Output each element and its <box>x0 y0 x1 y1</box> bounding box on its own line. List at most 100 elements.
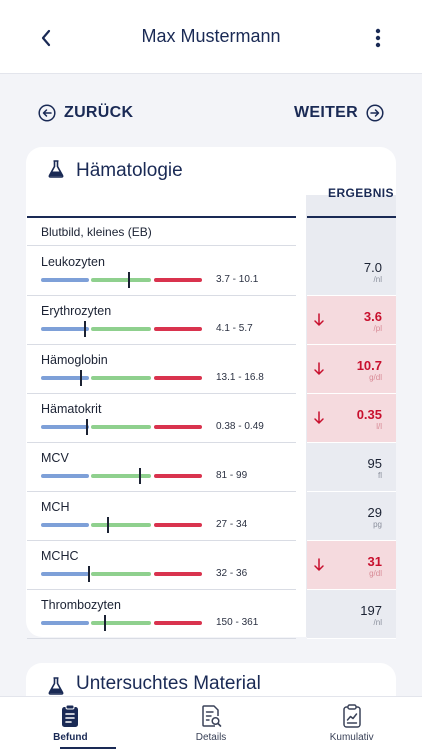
reference-range: 32 - 36 <box>216 568 248 579</box>
reference-range-bar <box>41 615 202 631</box>
range-low-segment <box>41 376 89 380</box>
result-row[interactable]: MCHC 32 - 36 31 g/dl <box>27 541 396 590</box>
range-normal-segment <box>91 621 151 625</box>
reference-range: 0.38 - 0.49 <box>216 421 264 432</box>
reference-range-bar <box>41 272 202 288</box>
previous-button[interactable]: ZURÜCK <box>38 104 133 122</box>
result-row[interactable]: Erythrozyten 4.1 - 5.7 3.6/pl <box>27 296 396 345</box>
parameter-name: MCHC <box>41 549 79 563</box>
value-marker <box>128 272 130 288</box>
range-low-segment <box>41 474 89 478</box>
range-normal-segment <box>91 425 151 429</box>
range-low-segment <box>41 278 89 282</box>
range-high-segment <box>154 425 202 429</box>
arrow-down-icon <box>313 410 325 426</box>
range-normal-segment <box>91 327 151 331</box>
result-info: Thrombozyten 150 - 361 <box>27 590 296 639</box>
bottom-tab-bar: Befund Details Kumulativ <box>0 696 422 750</box>
results-list: Leukozyten 3.7 - 10.1 7.0/nl Erythrozyten 4.… <box>27 247 396 639</box>
app-header: Max Mustermann <box>0 0 422 74</box>
result-column-header: ERGEBNIS <box>328 186 394 200</box>
result-value-cell: 10.7 g/dl <box>307 345 396 394</box>
result-value: 31 <box>367 554 382 569</box>
result-row[interactable]: Hämatokrit 0.38 - 0.49 0.35 l/l <box>27 394 396 443</box>
arrow-right-circle-icon <box>366 104 384 122</box>
reference-range-bar <box>41 517 202 533</box>
tab-label: Kumulativ <box>329 732 374 743</box>
next-button[interactable]: WEITER <box>294 104 384 122</box>
result-info: Erythrozyten 4.1 - 5.7 <box>27 296 296 345</box>
range-low-segment <box>41 572 89 576</box>
result-row[interactable]: Leukozyten 3.7 - 10.1 7.0/nl <box>27 247 396 296</box>
parameter-name: Leukozyten <box>41 255 105 269</box>
value-marker <box>139 468 141 484</box>
reference-range: 4.1 - 5.7 <box>216 323 253 334</box>
reference-range-bar <box>41 321 202 337</box>
result-row[interactable]: MCH 27 - 34 29 pg <box>27 492 396 541</box>
result-value-cell: 7.0/nl <box>307 247 396 296</box>
reference-range-bar <box>41 419 202 435</box>
divider <box>27 216 296 218</box>
result-info: MCHC 32 - 36 <box>27 541 296 590</box>
result-row[interactable]: Hämoglobin 13.1 - 16.8 10.7 g/dl <box>27 345 396 394</box>
result-unit: g/dl <box>369 569 382 578</box>
tab-label: Details <box>195 732 227 743</box>
result-value: 0.35 <box>356 407 382 422</box>
result-row[interactable]: Thrombozyten 150 - 361 197/nl <box>27 590 396 639</box>
parameter-name: MCH <box>41 500 70 514</box>
value-marker <box>104 615 106 631</box>
result-value-cell: 0.35 l/l <box>307 394 396 443</box>
range-high-segment <box>154 327 202 331</box>
result-unit: /nl <box>373 275 382 284</box>
parameter-name: Hämatokrit <box>41 402 102 416</box>
range-low-segment <box>41 327 89 331</box>
value-marker <box>88 566 90 582</box>
result-navigation: ZURÜCK WEITER <box>38 100 384 126</box>
result-value: 3.6 <box>363 309 382 324</box>
document-search-icon <box>198 703 224 729</box>
tab-kumulativ[interactable]: Kumulativ <box>281 697 422 750</box>
next-label: WEITER <box>293 104 358 121</box>
result-value-cell: 197/nl <box>307 590 396 639</box>
reference-range-bar <box>41 468 202 484</box>
range-high-segment <box>154 523 202 527</box>
result-value-cell: 29 pg <box>307 492 396 541</box>
range-low-segment <box>41 621 89 625</box>
result-unit: /pl <box>373 324 382 333</box>
tab-details[interactable]: Details <box>141 697 282 750</box>
reference-range: 81 - 99 <box>216 470 248 481</box>
result-value: 197 <box>360 603 382 618</box>
result-row[interactable]: MCV 81 - 99 95 fl <box>27 443 396 492</box>
section-header: Hämatologie <box>26 147 396 195</box>
reference-range: 27 - 34 <box>216 519 248 530</box>
result-value-cell: 3.6/pl <box>307 296 396 345</box>
divider <box>307 216 396 218</box>
more-menu-icon[interactable] <box>370 24 386 52</box>
previous-label: ZURÜCK <box>64 104 134 121</box>
arrow-down-icon <box>313 557 325 573</box>
range-normal-segment <box>91 376 151 380</box>
result-value: 29 <box>367 505 382 520</box>
section-title: Hämatologie <box>76 160 183 181</box>
reference-range-bar <box>41 566 202 582</box>
section-title: Untersuchtes Material <box>76 673 261 694</box>
range-high-segment <box>154 474 202 478</box>
group-label: Blutbild, kleines (EB) <box>27 218 296 246</box>
result-value-cell: 95 fl <box>307 443 396 492</box>
result-unit: g/dl <box>369 373 382 382</box>
result-unit: pg <box>373 520 382 529</box>
result-value: 95 <box>367 456 382 471</box>
arrow-down-icon <box>313 361 325 377</box>
back-chevron-icon[interactable] <box>34 24 58 52</box>
result-value: 10.7 <box>356 358 382 373</box>
result-info: Hämatokrit 0.38 - 0.49 <box>27 394 296 443</box>
range-normal-segment <box>91 474 151 478</box>
result-unit: /nl <box>373 618 382 627</box>
tab-befund[interactable]: Befund <box>0 697 141 750</box>
range-high-segment <box>154 572 202 576</box>
range-normal-segment <box>91 523 151 527</box>
result-value: 7.0 <box>363 260 382 275</box>
parameter-name: MCV <box>41 451 69 465</box>
clipboard-icon <box>57 703 83 729</box>
result-info: Leukozyten 3.7 - 10.1 <box>27 247 296 296</box>
